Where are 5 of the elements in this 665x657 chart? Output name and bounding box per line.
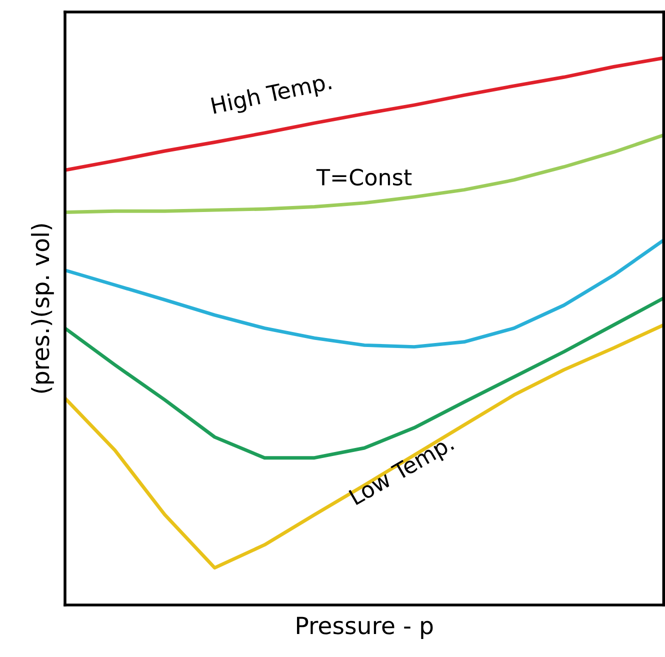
- annotation: High Temp.: [210, 72, 333, 118]
- annotation: Low Temp.: [348, 434, 456, 510]
- annotation: T=Const: [316, 168, 412, 186]
- y-axis-title: (pres.)(sp. vol): [31, 224, 54, 393]
- x-axis-title: Pressure - p: [296, 616, 433, 639]
